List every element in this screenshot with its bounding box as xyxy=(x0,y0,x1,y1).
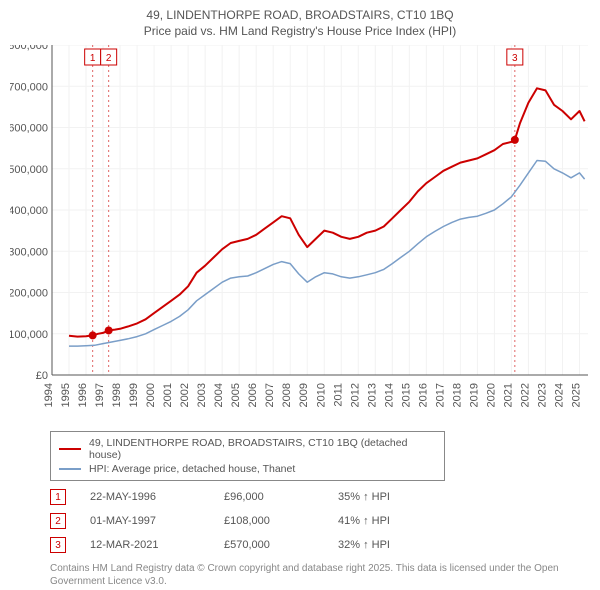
svg-text:£0: £0 xyxy=(36,370,48,382)
svg-text:2006: 2006 xyxy=(247,383,259,407)
footnote: Contains HM Land Registry data © Crown c… xyxy=(50,563,590,588)
svg-text:2009: 2009 xyxy=(298,383,310,407)
chart-container: 49, LINDENTHORPE ROAD, BROADSTAIRS, CT10… xyxy=(0,0,600,590)
svg-text:2: 2 xyxy=(106,53,112,64)
svg-text:£300,000: £300,000 xyxy=(10,246,48,258)
svg-text:2019: 2019 xyxy=(468,383,480,407)
legend-item: HPI: Average price, detached house, Than… xyxy=(59,462,436,476)
svg-text:2000: 2000 xyxy=(145,383,157,407)
svg-text:2016: 2016 xyxy=(417,383,429,407)
svg-text:2003: 2003 xyxy=(196,383,208,407)
svg-text:£200,000: £200,000 xyxy=(10,288,48,300)
event-delta: 32% ↑ HPI xyxy=(338,539,390,551)
svg-text:2025: 2025 xyxy=(570,383,582,407)
event-badge: 2 xyxy=(50,513,66,529)
svg-text:3: 3 xyxy=(512,53,518,64)
legend-item: 49, LINDENTHORPE ROAD, BROADSTAIRS, CT10… xyxy=(59,436,436,462)
svg-text:2005: 2005 xyxy=(230,383,242,407)
svg-text:1: 1 xyxy=(90,53,96,64)
legend: 49, LINDENTHORPE ROAD, BROADSTAIRS, CT10… xyxy=(50,431,445,481)
legend-swatch xyxy=(59,448,81,450)
svg-text:£400,000: £400,000 xyxy=(10,205,48,217)
svg-text:2023: 2023 xyxy=(536,383,548,407)
event-price: £570,000 xyxy=(224,539,314,551)
svg-text:2021: 2021 xyxy=(502,383,514,407)
event-date: 12-MAR-2021 xyxy=(90,539,200,551)
chart-title: 49, LINDENTHORPE ROAD, BROADSTAIRS, CT10… xyxy=(10,8,590,39)
event-delta: 35% ↑ HPI xyxy=(338,491,390,503)
svg-text:2007: 2007 xyxy=(264,383,276,407)
event-row: 2 01-MAY-1997 £108,000 41% ↑ HPI xyxy=(50,509,590,533)
svg-text:2001: 2001 xyxy=(162,383,174,407)
svg-text:1999: 1999 xyxy=(128,383,140,407)
chart-svg: £0 £100,000 £200,000 £300,000 £400,000 £500,0… xyxy=(10,45,590,425)
svg-text:2024: 2024 xyxy=(553,383,565,407)
svg-text:£600,000: £600,000 xyxy=(10,123,48,135)
event-date: 01-MAY-1997 xyxy=(90,515,200,527)
svg-text:£500,000: £500,000 xyxy=(10,164,48,176)
svg-text:2022: 2022 xyxy=(519,383,531,407)
svg-text:2012: 2012 xyxy=(349,383,361,407)
svg-text:1996: 1996 xyxy=(77,383,89,407)
chart-plot: £0 £100,000 £200,000 £300,000 £400,000 £500,0… xyxy=(10,45,590,425)
svg-text:1995: 1995 xyxy=(60,383,72,407)
svg-text:1997: 1997 xyxy=(94,383,106,407)
svg-text:2008: 2008 xyxy=(281,383,293,407)
svg-text:2015: 2015 xyxy=(400,383,412,407)
legend-label: 49, LINDENTHORPE ROAD, BROADSTAIRS, CT10… xyxy=(89,437,436,461)
event-date: 22-MAY-1996 xyxy=(90,491,200,503)
event-price: £108,000 xyxy=(224,515,314,527)
event-row: 1 22-MAY-1996 £96,000 35% ↑ HPI xyxy=(50,485,590,509)
svg-text:2014: 2014 xyxy=(383,383,395,407)
svg-text:2004: 2004 xyxy=(213,383,225,407)
event-price: £96,000 xyxy=(224,491,314,503)
svg-text:£800,000: £800,000 xyxy=(10,45,48,52)
event-row: 3 12-MAR-2021 £570,000 32% ↑ HPI xyxy=(50,533,590,557)
svg-text:1998: 1998 xyxy=(111,383,123,407)
svg-text:2017: 2017 xyxy=(434,383,446,407)
svg-text:2011: 2011 xyxy=(332,383,344,407)
svg-text:2002: 2002 xyxy=(179,383,191,407)
legend-label: HPI: Average price, detached house, Than… xyxy=(89,463,295,475)
title-line-2: Price paid vs. HM Land Registry's House … xyxy=(10,24,590,40)
svg-text:1994: 1994 xyxy=(43,383,55,407)
event-badge: 1 xyxy=(50,489,66,505)
svg-text:£700,000: £700,000 xyxy=(10,81,48,93)
event-badge: 3 xyxy=(50,537,66,553)
svg-text:£100,000: £100,000 xyxy=(10,329,48,341)
legend-swatch xyxy=(59,468,81,470)
svg-text:2018: 2018 xyxy=(451,383,463,407)
title-line-1: 49, LINDENTHORPE ROAD, BROADSTAIRS, CT10… xyxy=(10,8,590,24)
svg-text:2020: 2020 xyxy=(485,383,497,407)
svg-text:2010: 2010 xyxy=(315,383,327,407)
event-delta: 41% ↑ HPI xyxy=(338,515,390,527)
event-list: 1 22-MAY-1996 £96,000 35% ↑ HPI 2 01-MAY… xyxy=(50,485,590,557)
svg-text:2013: 2013 xyxy=(366,383,378,407)
